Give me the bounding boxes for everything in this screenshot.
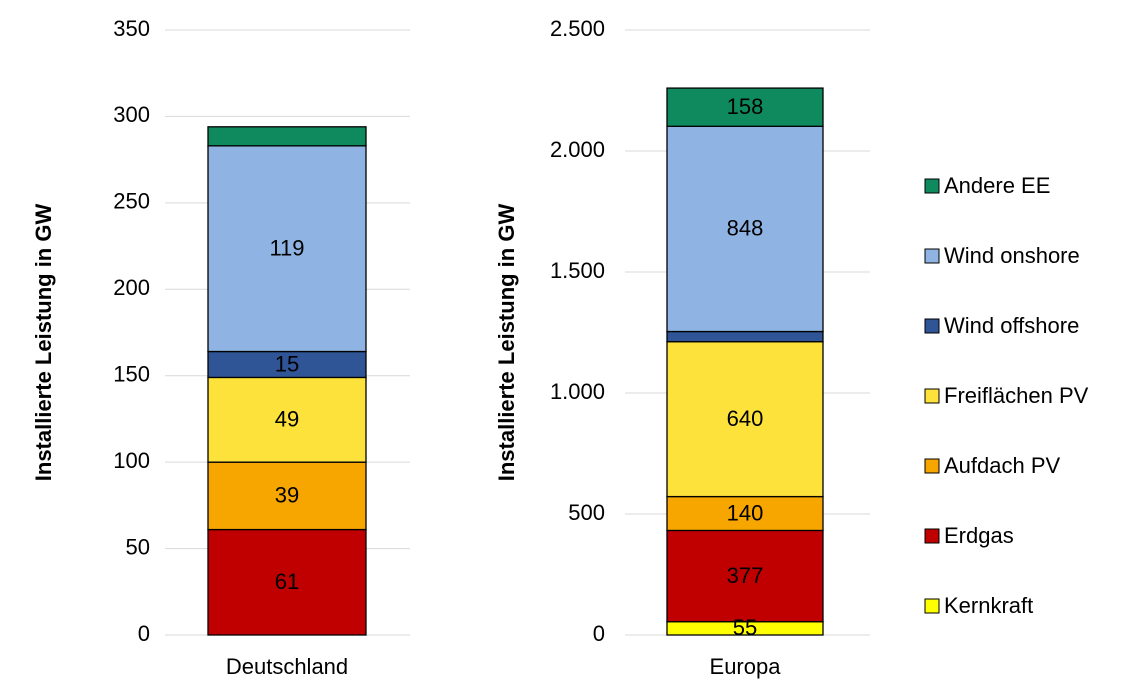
legend-swatch <box>924 388 940 404</box>
bar-segment <box>207 528 367 636</box>
y-tick-label: 0 <box>138 621 150 646</box>
x-tick-label: Deutschland <box>226 654 348 679</box>
legend-label: Freiflächen PV <box>944 383 1089 408</box>
legend-label: Aufdach PV <box>944 453 1061 478</box>
data-label: 49 <box>275 407 299 432</box>
bar-segment <box>666 330 824 343</box>
y-tick-label: 2.000 <box>550 137 605 162</box>
legend-label: Wind offshore <box>944 313 1079 338</box>
y-tick-label: 250 <box>113 189 150 214</box>
bar-segment <box>207 461 367 531</box>
y-tick-label: 300 <box>113 102 150 127</box>
data-label: 848 <box>727 216 764 241</box>
legend-swatch <box>924 458 940 474</box>
y-tick-label: 100 <box>113 448 150 473</box>
bar-segment <box>207 126 367 147</box>
data-label: 158 <box>727 94 764 119</box>
bar-segment <box>666 87 824 127</box>
bar-segment <box>207 145 367 353</box>
legend-swatch <box>924 318 940 334</box>
legend-swatch <box>924 598 940 614</box>
y-tick-label: 1.500 <box>550 258 605 283</box>
data-label: 377 <box>727 563 764 588</box>
y-tick-label: 350 <box>113 16 150 41</box>
y-axis-title: Installierte Leistung in GW <box>494 204 519 482</box>
legend-label: Erdgas <box>944 523 1014 548</box>
data-label: 140 <box>727 500 764 525</box>
legend-swatch <box>924 248 940 264</box>
bar-segment <box>666 341 824 498</box>
data-label: 119 <box>269 235 304 260</box>
data-label: 55 <box>733 615 757 640</box>
data-label: 640 <box>727 406 764 431</box>
y-tick-label: 200 <box>113 275 150 300</box>
bar-segment <box>207 376 367 463</box>
data-label: 39 <box>275 483 299 508</box>
data-label: 61 <box>275 569 299 594</box>
legend-swatch <box>924 178 940 194</box>
y-tick-label: 1.000 <box>550 379 605 404</box>
legend-swatch <box>924 528 940 544</box>
y-tick-label: 150 <box>113 362 150 387</box>
legend-label: Wind onshore <box>944 243 1080 268</box>
legend-label: Andere EE <box>944 173 1050 198</box>
bar-segment <box>666 529 824 623</box>
y-tick-label: 500 <box>568 500 605 525</box>
y-tick-label: 50 <box>126 534 150 559</box>
y-axis-title: Installierte Leistung in GW <box>31 204 56 482</box>
legend-label: Kernkraft <box>944 593 1033 618</box>
y-tick-label: 2.500 <box>550 16 605 41</box>
data-label: 15 <box>275 351 299 376</box>
x-tick-label: Europa <box>710 654 782 679</box>
bar-segment <box>666 125 824 333</box>
y-tick-label: 0 <box>593 621 605 646</box>
